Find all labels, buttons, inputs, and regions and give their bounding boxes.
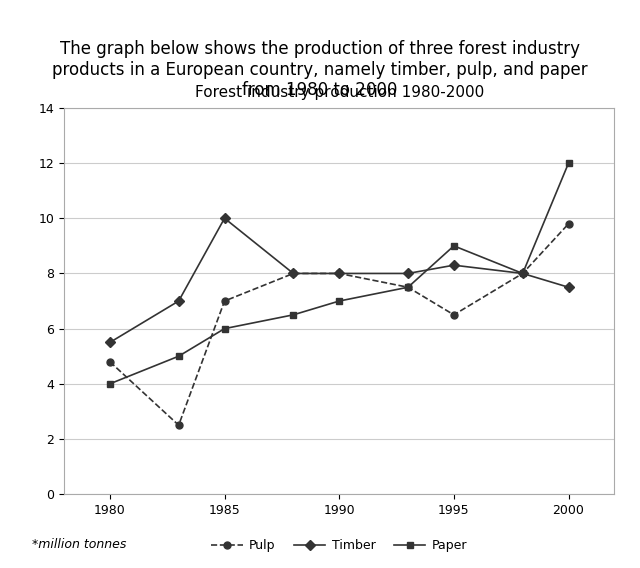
Title: Forest industry production 1980-2000: Forest industry production 1980-2000: [195, 85, 484, 100]
Text: *million tonnes: *million tonnes: [32, 538, 126, 551]
Legend: Pulp, Timber, Paper: Pulp, Timber, Paper: [206, 534, 472, 557]
Text: The graph below shows the production of three forest industry
products in a Euro: The graph below shows the production of …: [52, 40, 588, 99]
